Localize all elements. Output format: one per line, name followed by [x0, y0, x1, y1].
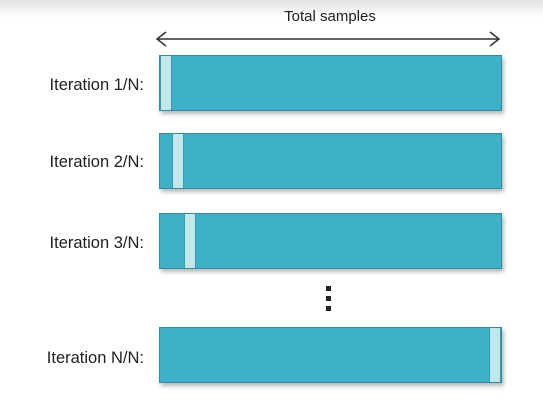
- iteration-2-label: Iteration 2/N:: [49, 153, 144, 171]
- double-arrow-icon: [155, 31, 501, 47]
- ellipsis-icon: [324, 286, 334, 316]
- holdout-fold: [184, 214, 196, 268]
- iteration-n-bar: [159, 327, 502, 383]
- iteration-1-label: Iteration 1/N:: [49, 76, 144, 94]
- total-samples-label: Total samples: [284, 8, 376, 25]
- iteration-n-label: Iteration N/N:: [46, 349, 144, 367]
- holdout-fold: [489, 328, 501, 382]
- holdout-fold: [172, 134, 184, 188]
- iteration-1-bar: [159, 55, 502, 111]
- iteration-2-bar: [159, 133, 502, 189]
- top-shadow: [0, 0, 543, 18]
- iteration-3-bar: [159, 213, 502, 269]
- iteration-3-label: Iteration 3/N:: [49, 234, 144, 252]
- holdout-fold: [160, 56, 172, 110]
